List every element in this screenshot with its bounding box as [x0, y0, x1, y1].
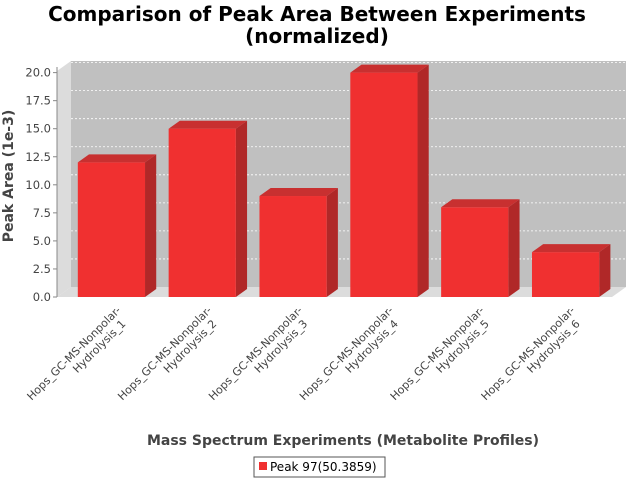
bar-side	[235, 120, 248, 298]
bar-side	[326, 188, 338, 297]
bar-front	[350, 72, 418, 297]
bar	[168, 120, 248, 298]
bar-side	[145, 154, 157, 297]
y-tick-label: 17.5	[25, 94, 51, 108]
y-tick-label: 20.0	[25, 66, 51, 80]
x-category-label-line: Hops_GC-MS-Nonpolar-	[206, 304, 305, 403]
y-tick-label: 15.0	[25, 122, 51, 136]
bars	[77, 64, 611, 298]
chart-subtitle: (normalized)	[245, 24, 389, 48]
bar-top	[531, 244, 611, 253]
x-category-label: Hops_GC-MS-Nonpolar-Hydrolysis_6	[479, 304, 583, 403]
y-axis-ticks: 0.0 2.5 5.0 7.5 10.0 12.5 15.0 17.5 20.0	[25, 66, 58, 304]
chart-title: Comparison of Peak Area Between Experime…	[48, 2, 586, 26]
x-category-label-line: Hops_GC-MS-Nonpolar-	[115, 304, 214, 403]
bar	[77, 154, 157, 297]
bar-side	[599, 244, 611, 297]
bar	[350, 64, 429, 297]
bar	[531, 244, 611, 297]
bar-front	[259, 196, 327, 297]
bar-top	[441, 199, 520, 208]
bar-front	[441, 207, 509, 297]
legend-swatch	[259, 462, 267, 470]
y-tick-label: 2.5	[33, 262, 51, 276]
bar-front	[531, 252, 600, 297]
bar-front	[77, 162, 146, 297]
y-axis-title: Peak Area (1e-3)	[1, 110, 17, 243]
legend-box	[253, 456, 386, 478]
y-tick-label: 5.0	[33, 234, 51, 248]
bar-top	[259, 188, 338, 197]
x-axis-category-labels: Hops_GC-MS-Nonpolar-Hydrolysis_1Hops_GC-…	[24, 304, 583, 403]
plot-left-wall	[57, 61, 71, 297]
bar-side	[508, 199, 520, 297]
x-axis-title: Mass Spectrum Experiments (Metabolite Pr…	[147, 433, 539, 449]
x-category-label-line: Hops_GC-MS-Nonpolar-	[24, 304, 123, 403]
bar-top	[350, 64, 429, 73]
x-category-label-line: Hops_GC-MS-Nonpolar-	[297, 304, 396, 403]
y-tick-label: 7.5	[33, 206, 51, 220]
y-tick-label: 12.5	[25, 150, 51, 164]
y-tick-label: 0.0	[33, 290, 51, 304]
x-category-label-line: Hops_GC-MS-Nonpolar-	[479, 304, 578, 403]
bar	[259, 188, 338, 297]
legend: Peak 97(50.3859)	[253, 456, 386, 478]
legend-label: Peak 97(50.3859)	[270, 460, 377, 474]
bar-top	[168, 120, 248, 129]
bar	[441, 199, 520, 297]
y-tick-label: 10.0	[25, 178, 51, 192]
x-category-label-line: Hops_GC-MS-Nonpolar-	[388, 304, 487, 403]
bar-side	[417, 64, 429, 297]
bar-top	[77, 154, 157, 163]
bar-front	[168, 128, 236, 297]
